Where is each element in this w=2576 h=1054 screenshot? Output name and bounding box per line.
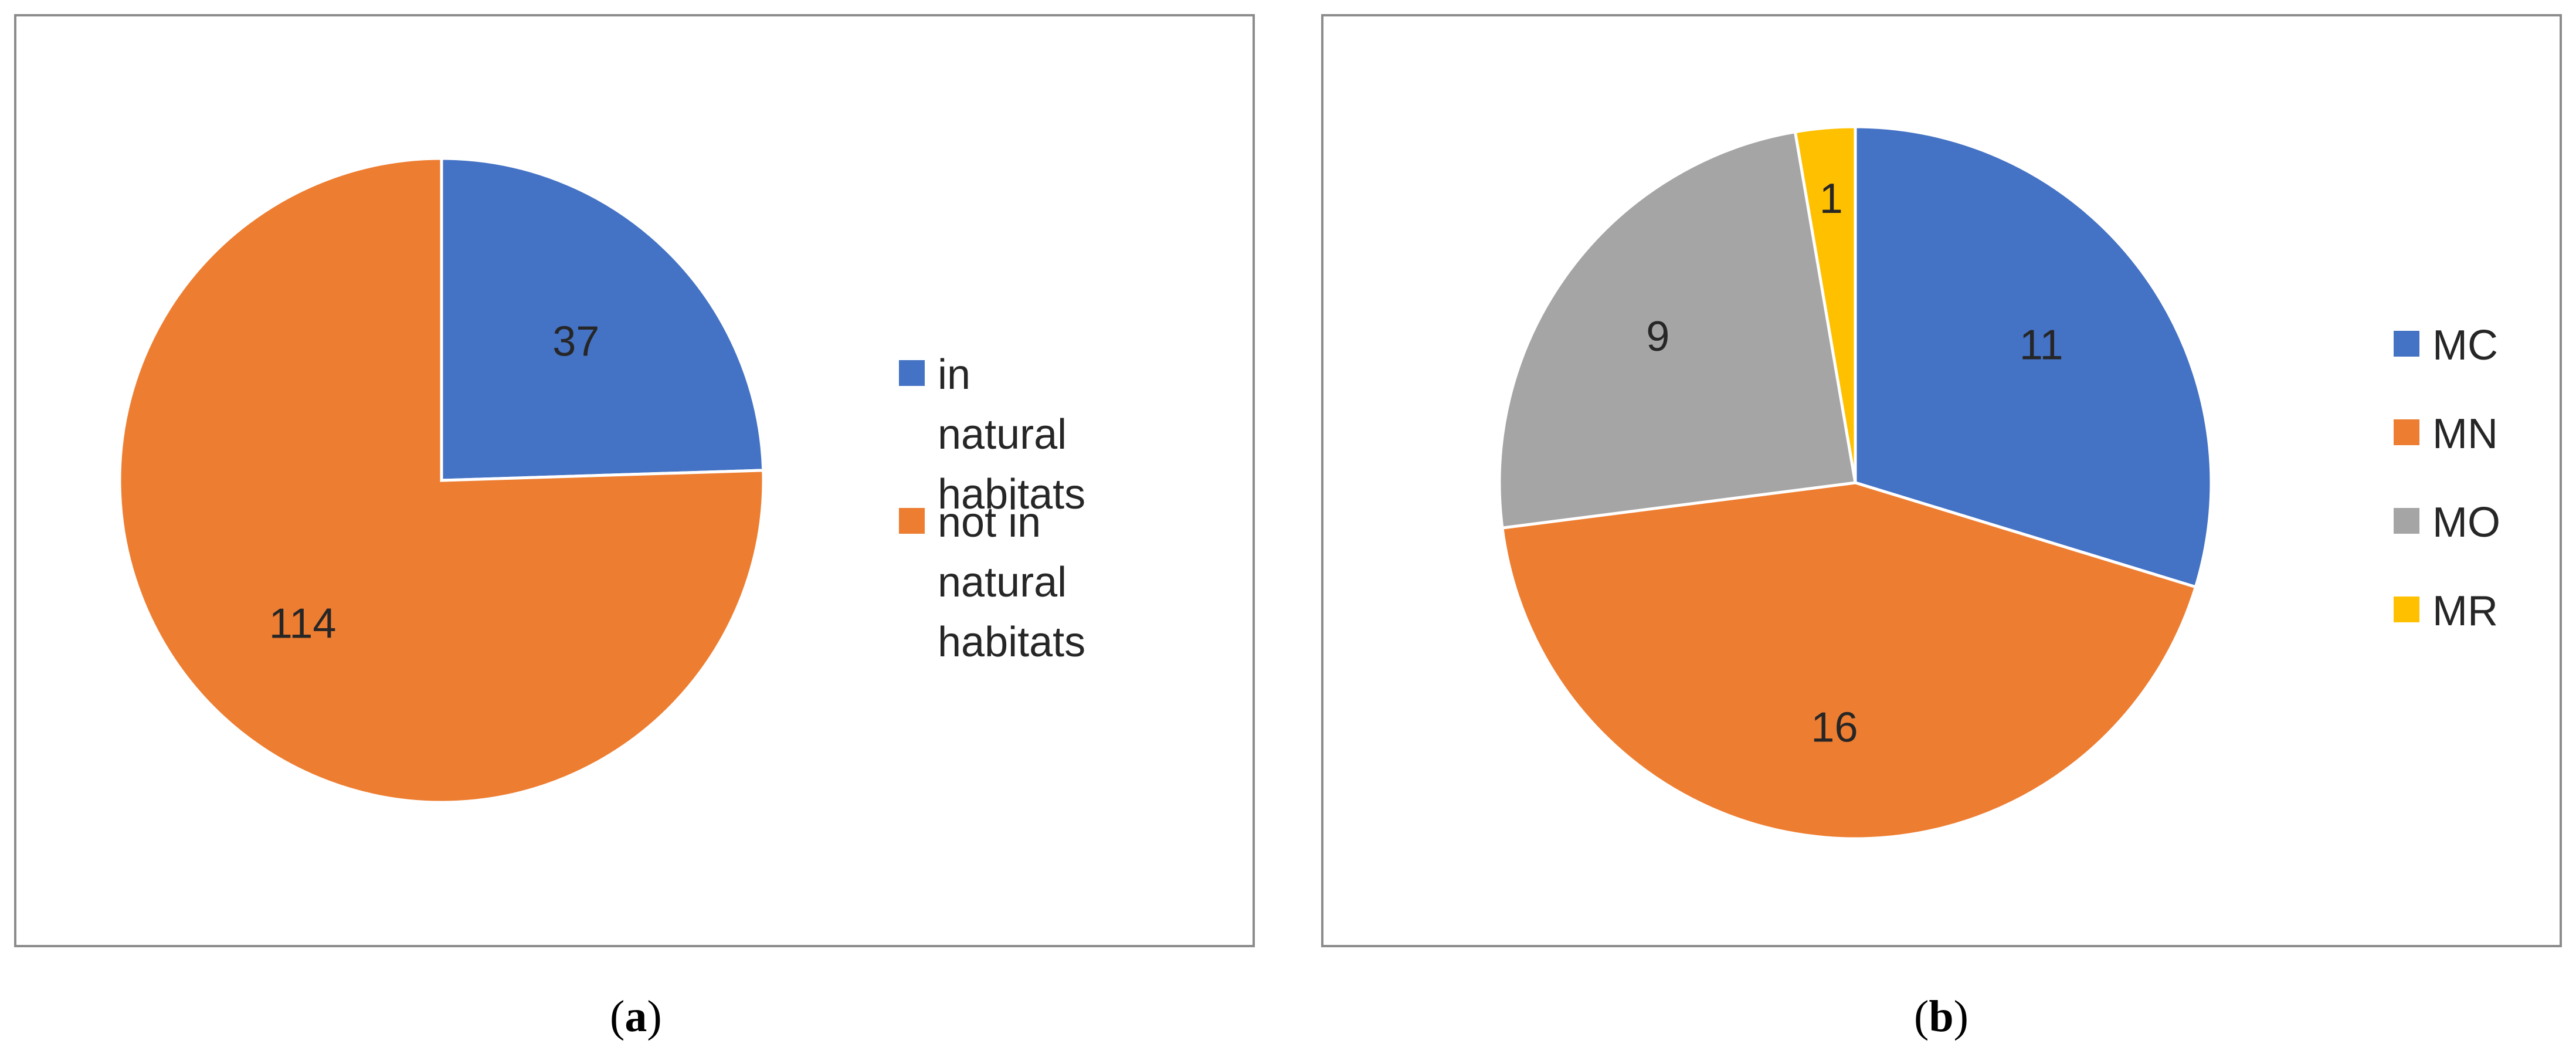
legend-label: in natural habitats [938,351,1086,518]
caption-open: ( [610,992,625,1041]
legend-item-mr: MR [2394,581,2498,641]
legend-swatch [899,360,925,386]
pie-slice-not-in-natural-habitats [118,157,765,804]
pie-slice-mr [1793,125,1857,483]
legend-item-in-natural-habitats: in natural habitats [899,345,1085,524]
data-label: 16 [1811,704,1858,751]
chart-panel-b: 11 16 9 1 MC MN MO MR [1321,14,2562,947]
caption-letter: a [625,992,647,1041]
data-label: 11 [2020,321,2063,368]
legend-item-not-in-natural-habitats: not in natural habitats [899,493,1085,672]
caption-close: ) [647,992,662,1041]
pie-slice-in-natural-habitats [440,157,765,482]
pie-slice-mo [1498,130,1857,530]
legend-label: MR [2432,588,2498,635]
caption-b: (b) [1914,991,1969,1042]
legend-swatch [2394,508,2419,534]
data-label: 114 [269,600,337,647]
legend-label: MO [2432,499,2500,546]
data-label: 1 [1820,175,1843,222]
legend-item-mn: MN [2394,404,2498,464]
caption-open: ( [1914,992,1929,1041]
chart-panel-a: 37 114 in natural habitats not in natural… [14,14,1255,947]
pie-slice-mn [1501,481,2198,841]
caption-close: ) [1953,992,1969,1041]
legend-item-mc: MC [2394,316,2498,375]
legend-label: MC [2432,322,2498,369]
data-label: 9 [1646,313,1669,360]
pie-chart-a: 37 114 [118,157,765,804]
legend-label: not in natural habitats [938,499,1086,666]
legend-swatch [2394,331,2419,357]
caption-a: (a) [610,991,662,1042]
legend-swatch [2394,419,2419,445]
legend-swatch [899,508,925,534]
caption-letter: b [1929,992,1954,1041]
legend-item-mo: MO [2394,493,2500,553]
legend-label: MN [2432,411,2498,457]
data-label: 37 [552,318,599,365]
pie-slice-mc [1854,125,2213,589]
pie-chart-b: 11 16 9 1 [1498,125,2213,841]
legend-swatch [2394,597,2419,622]
